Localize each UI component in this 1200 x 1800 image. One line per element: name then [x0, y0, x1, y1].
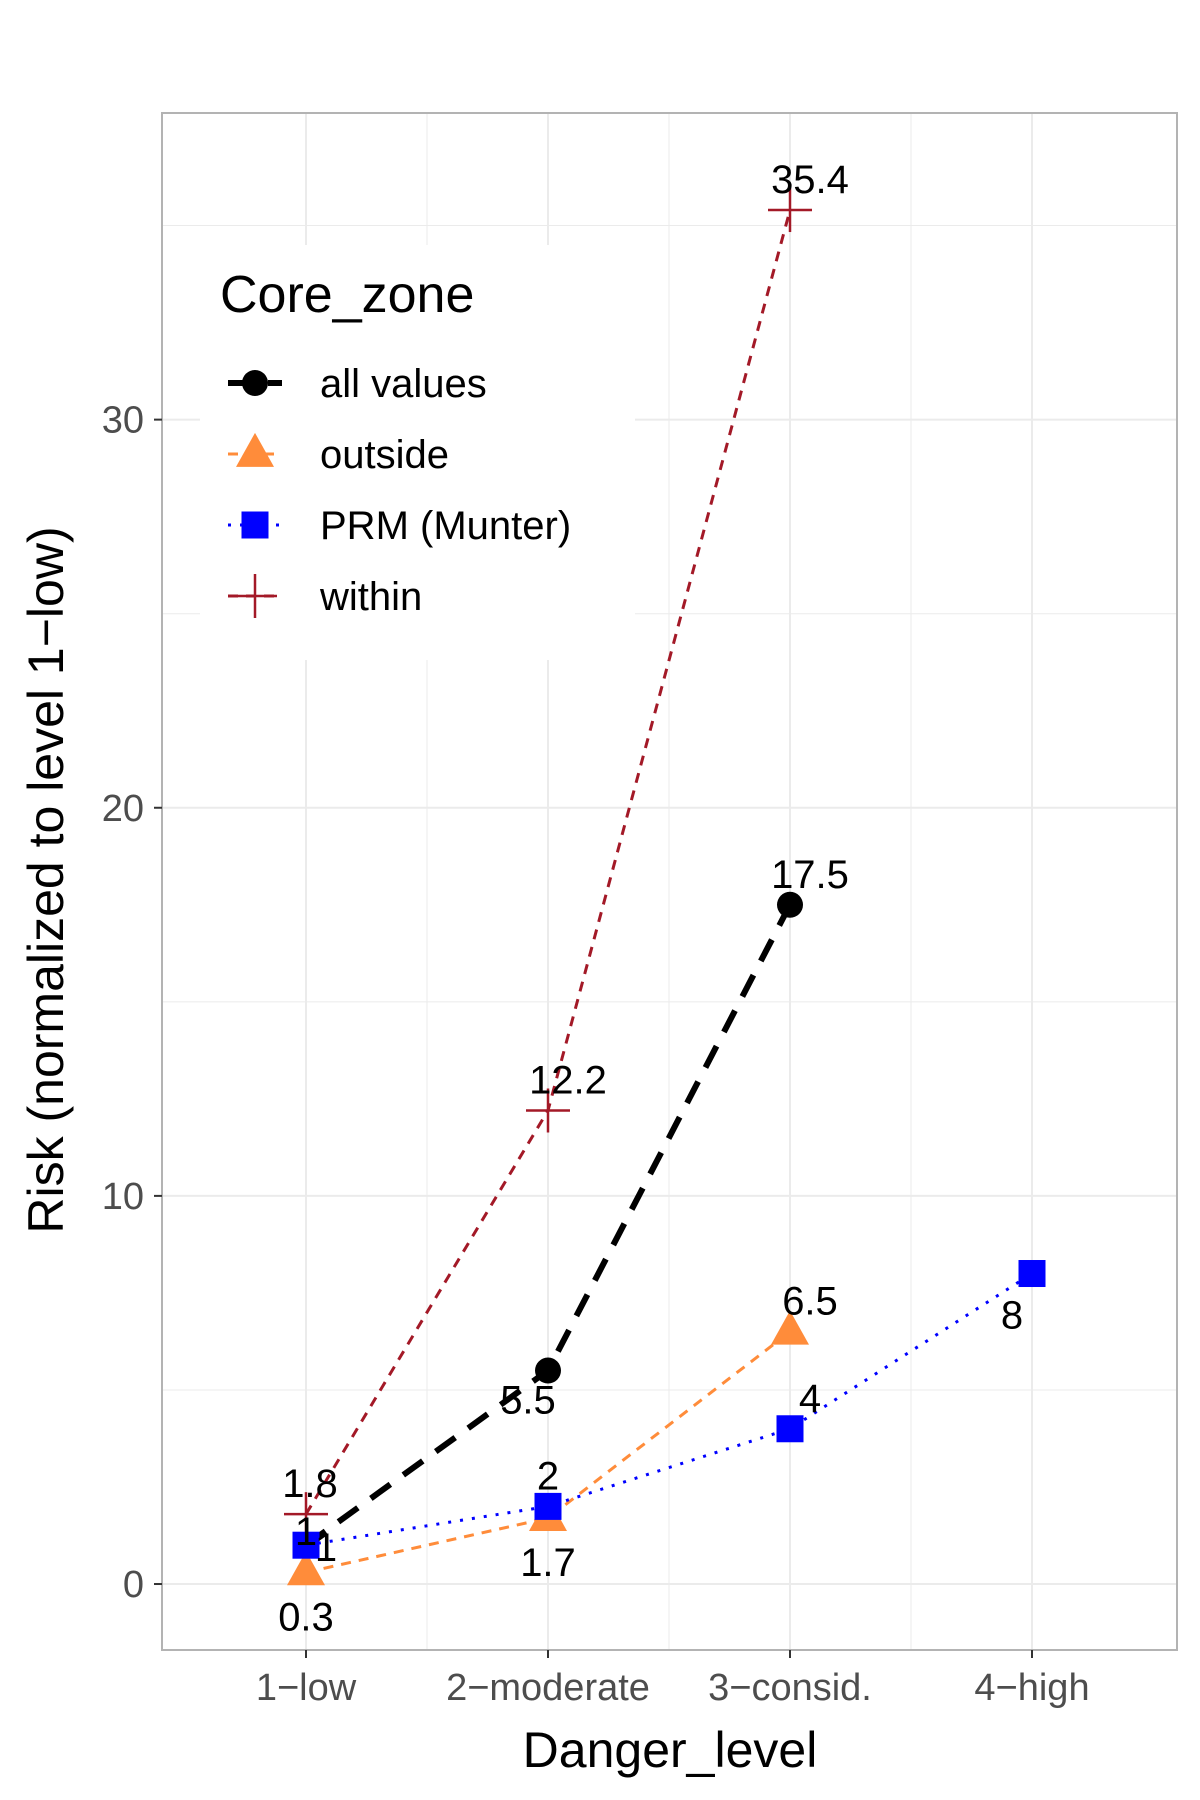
data-label-outside: 1.7: [520, 1541, 576, 1585]
legend-key-circle-icon: [242, 370, 268, 396]
legend-key-square-icon: [241, 511, 269, 539]
x-axis-ticks: 1−low 2−moderate 3−consid. 4−high: [256, 1650, 1090, 1709]
data-label-all-values: 17.5: [771, 853, 849, 897]
point-prm-munter: [292, 1531, 320, 1559]
series-line-outside: [305, 1330, 791, 1574]
y-axis-title: Risk (normalized to level 1−low): [18, 526, 74, 1233]
data-label-within: 35.4: [771, 158, 849, 202]
point-all-values: [777, 891, 803, 918]
data-label-outside: 6.5: [782, 1280, 838, 1324]
y-tick-label: 0: [123, 1564, 144, 1606]
data-label-prm-munter: 2: [537, 1454, 559, 1498]
point-within: [768, 188, 812, 233]
point-within: [284, 1492, 328, 1537]
y-axis-ticks: 0 10 20 30: [102, 400, 162, 1606]
x-tick-label: 2−moderate: [446, 1667, 650, 1709]
x-tick-label: 4−high: [974, 1667, 1089, 1709]
point-prm-munter: [776, 1415, 804, 1443]
point-prm-munter: [534, 1492, 562, 1520]
data-labels: 1 5.5 17.5 0.3 1.7 6.5 1 2 4 8 1.8 12.2 35.4: [278, 158, 1023, 1639]
data-label-outside: 0.3: [278, 1595, 334, 1639]
data-label-within: 12.2: [529, 1058, 607, 1102]
data-label-all-values: 5.5: [500, 1379, 556, 1423]
y-tick-label: 10: [102, 1176, 144, 1218]
series-layer: [284, 188, 1046, 1586]
x-axis-title: Danger_level: [523, 1722, 818, 1778]
y-tick-label: 20: [102, 788, 144, 830]
point-outside: [287, 1551, 325, 1586]
point-prm-munter: [1018, 1260, 1046, 1288]
plot-border: [161, 112, 1178, 1651]
point-outside: [771, 1310, 809, 1345]
legend-title: Core_zone: [220, 266, 474, 324]
y-tick-label: 30: [102, 400, 144, 442]
legend: Core_zone all values outside PRM (Munter) w…: [200, 245, 635, 660]
data-label-within: 1.8: [282, 1462, 338, 1506]
x-tick-label: 1−low: [256, 1667, 357, 1709]
legend-key-triangle-icon: [236, 432, 274, 467]
legend-label: outside: [320, 433, 449, 477]
data-label-prm-munter: 8: [1001, 1294, 1023, 1338]
point-within: [526, 1088, 570, 1133]
data-label-prm-munter: 1: [315, 1526, 337, 1570]
legend-label: PRM (Munter): [320, 504, 571, 548]
point-all-values: [535, 1357, 561, 1384]
legend-label: within: [319, 575, 422, 619]
legend-key-plus-icon: [233, 574, 277, 618]
legend-label: all values: [320, 362, 487, 406]
data-label-all-values: 1: [295, 1510, 317, 1554]
data-label-prm-munter: 4: [799, 1377, 821, 1421]
x-tick-label: 3−consid.: [708, 1667, 872, 1709]
series-line-prm-munter: [305, 1272, 1033, 1547]
